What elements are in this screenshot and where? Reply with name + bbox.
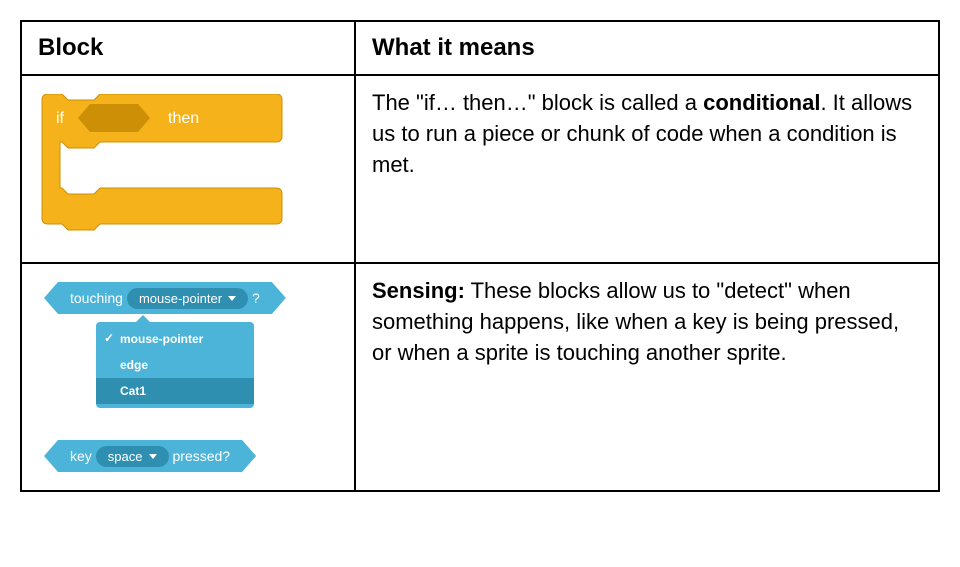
ifthen-condition-slot (78, 104, 150, 132)
touching-qmark: ? (252, 290, 260, 306)
caret-down-icon (149, 454, 157, 459)
touching-dropdown-menu: mouse-pointer edge Cat1 (96, 322, 254, 408)
table-row: touching mouse-pointer ? mouse-pointer e… (21, 263, 939, 491)
cell-block-ifthen: if then (21, 75, 355, 263)
ifthen-description: The "if… then…" block is called a condit… (372, 88, 922, 180)
cell-block-sensing: touching mouse-pointer ? mouse-pointer e… (21, 263, 355, 491)
cell-meaning-ifthen: The "if… then…" block is called a condit… (355, 75, 939, 263)
cell-meaning-sensing: Sensing: These blocks allow us to "detec… (355, 263, 939, 491)
touching-arg-text: mouse-pointer (139, 291, 222, 306)
dropdown-item-mouse-pointer[interactable]: mouse-pointer (96, 326, 254, 352)
spacer (44, 416, 338, 432)
header-block: Block (21, 21, 355, 75)
ifthen-desc-bold: conditional (703, 90, 820, 115)
table-row: if then The "if… then…" block is called … (21, 75, 939, 263)
ifthen-desc-pre: The "if… then…" block is called a (372, 90, 703, 115)
ifthen-body (42, 94, 282, 230)
key-pressed-block: key space pressed? (44, 440, 256, 472)
touching-arg-dropdown[interactable]: mouse-pointer (127, 288, 248, 309)
key-label: key (70, 448, 92, 464)
header-meaning: What it means (355, 21, 939, 75)
key-arg-text: space (108, 449, 143, 464)
then-label: then (168, 110, 199, 127)
dropdown-item-cat1[interactable]: Cat1 (96, 378, 254, 404)
key-arg-dropdown[interactable]: space (96, 446, 169, 467)
blocks-table: Block What it means if then (20, 20, 940, 492)
touching-label: touching (70, 290, 123, 306)
sensing-stack: touching mouse-pointer ? mouse-pointer e… (44, 282, 338, 472)
ifthen-svg: if then (38, 94, 288, 244)
table-head: Block What it means (21, 21, 939, 75)
sensing-desc-bold: Sensing: (372, 278, 465, 303)
dropdown-item-edge[interactable]: edge (96, 352, 254, 378)
ifthen-block: if then (38, 94, 288, 244)
sensing-description: Sensing: These blocks allow us to "detec… (372, 276, 922, 368)
if-label: if (56, 110, 65, 127)
key-pressed-label: pressed? (173, 448, 231, 464)
touching-block: touching mouse-pointer ? (44, 282, 286, 314)
caret-down-icon (228, 296, 236, 301)
